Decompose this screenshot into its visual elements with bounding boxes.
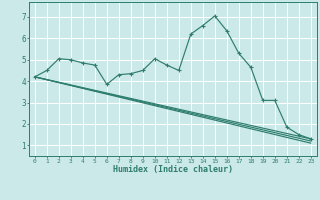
X-axis label: Humidex (Indice chaleur): Humidex (Indice chaleur) bbox=[113, 165, 233, 174]
